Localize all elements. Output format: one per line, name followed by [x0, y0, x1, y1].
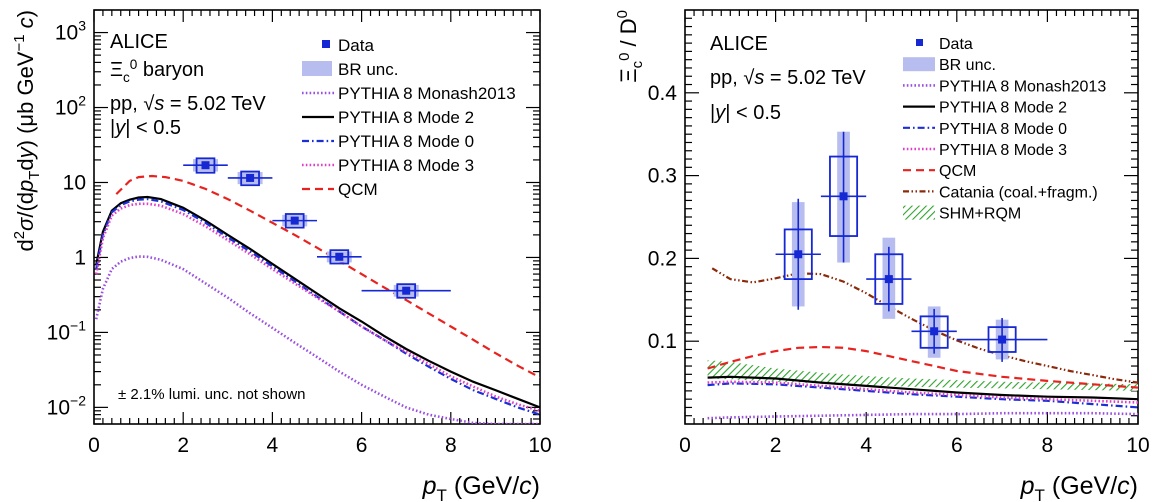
- x-axis-title: pT (GeV/c): [422, 472, 540, 502]
- data-point: [884, 275, 893, 284]
- series-line: [707, 411, 1138, 420]
- plot-area: [94, 157, 540, 424]
- x-tick-label: 0: [679, 434, 691, 457]
- x-tick-label: 4: [267, 434, 279, 457]
- shm-band: [707, 360, 1138, 391]
- legend-label-data: Data: [939, 36, 973, 53]
- y-tick-label: 0.2: [648, 247, 677, 270]
- y-tick-label: 0.4: [648, 82, 678, 105]
- y-axis-title: d2σ/(dpTdy) (μb GeV−1 c): [11, 10, 43, 252]
- info-system: pp, √s = 5.02 TeV: [110, 93, 266, 115]
- x-tick-label: 0: [88, 434, 100, 457]
- lumi-note: ± 2.1% lumi. unc. not shown: [118, 386, 306, 403]
- x-tick-label: 6: [951, 434, 963, 457]
- legend-label: QCM: [939, 163, 976, 180]
- legend-label: PYTHIA 8 Monash2013: [338, 84, 516, 103]
- y-tick-label: 10−2: [47, 392, 87, 419]
- legend-label: PYTHIA 8 Mode 3: [939, 142, 1067, 159]
- legend-label: PYTHIA 8 Mode 2: [338, 108, 474, 127]
- x-axis-title: pT (GeV/c): [1020, 472, 1138, 502]
- y-tick-label: 102: [55, 93, 86, 120]
- series-line: [707, 345, 1138, 389]
- data-point: [290, 216, 299, 225]
- legend-swatch-br: [302, 61, 332, 76]
- x-tick-label: 8: [445, 434, 457, 457]
- data-point: [839, 192, 848, 201]
- x-tick-label: 2: [770, 434, 782, 457]
- info-rapidity: |y| < 0.5: [710, 102, 781, 124]
- legend-label: PYTHIA 8 Mode 3: [338, 156, 474, 175]
- y-axis-title-text: d2σ/(dpTdy) (μb GeV−1 c): [11, 10, 43, 252]
- legend-label-br: BR unc.: [939, 57, 996, 74]
- y-tick-label: 10: [63, 171, 86, 194]
- x-tick-label: 6: [356, 434, 368, 457]
- data-point: [930, 327, 939, 336]
- data-point: [335, 252, 344, 261]
- legend-label-data: Data: [338, 36, 374, 55]
- data-point: [998, 335, 1007, 344]
- data-point: [794, 250, 803, 259]
- y-tick-label: 0.1: [648, 330, 677, 353]
- legend-marker-data: [322, 40, 330, 48]
- y-axis-title-text: Ξc0 / D0: [614, 10, 646, 83]
- legend-label-shm: SHM+RQM: [939, 206, 1021, 223]
- x-tick-label: 2: [177, 434, 189, 457]
- series-line: [94, 255, 540, 424]
- info-particle: Ξc0 baryon: [110, 57, 204, 85]
- x-tick-label: 10: [1126, 434, 1149, 457]
- info-alice: ALICE: [710, 33, 768, 55]
- info-rapidity: |y| < 0.5: [110, 117, 181, 139]
- series-line: [94, 202, 540, 413]
- x-tick-label: 4: [860, 434, 872, 457]
- legend-label-br: BR unc.: [338, 60, 398, 79]
- legend-swatch-br: [903, 57, 935, 72]
- legend-label: Catania (coal.+fragm.): [939, 184, 1098, 201]
- legend-label: PYTHIA 8 Mode 2: [939, 100, 1067, 117]
- x-tick-label: 8: [1042, 434, 1054, 457]
- series-line: [707, 375, 1138, 401]
- legend-label: PYTHIA 8 Monash2013: [939, 78, 1106, 95]
- legend-label: PYTHIA 8 Mode 0: [338, 132, 474, 151]
- legend-label: PYTHIA 8 Mode 0: [939, 121, 1067, 138]
- x-tick-label: 10: [528, 434, 551, 457]
- legend: Data BR unc. PYTHIA 8 Monash2013 PYTHIA 8 M…: [302, 36, 516, 199]
- legend: Data BR unc. PYTHIA 8 Monash2013 PYTHIA 8 M…: [903, 36, 1106, 223]
- y-tick-label: 103: [55, 18, 86, 45]
- legend-marker-data: [916, 39, 923, 46]
- series-line: [95, 195, 540, 409]
- legend-swatch-shm: [903, 205, 935, 220]
- chart-left: 0 2 4 6 8 10 10−2 10−1 1 10 102 103 pT (GeV/c) d2σ/(d…: [11, 9, 552, 502]
- info-system: pp, √s = 5.02 TeV: [710, 67, 866, 89]
- series-line: [115, 174, 540, 379]
- y-tick-label: 1: [74, 246, 86, 269]
- chart-right: 0 2 4 6 8 10 0.1 0.2 0.3 0.4 pT (GeV/c) Ξc0 / D0 ALI…: [614, 9, 1150, 502]
- legend-label: QCM: [338, 180, 378, 199]
- series-line: [707, 382, 1138, 409]
- data-point: [246, 173, 255, 182]
- series-line: [711, 267, 1138, 384]
- y-tick-label: 10−1: [47, 317, 87, 344]
- y-axis-title: Ξc0 / D0: [614, 10, 646, 83]
- plot-area: [707, 131, 1138, 420]
- y-tick-label: 0.3: [648, 165, 677, 188]
- data-point: [201, 161, 210, 170]
- data-point: [402, 286, 411, 295]
- info-alice: ALICE: [110, 31, 168, 53]
